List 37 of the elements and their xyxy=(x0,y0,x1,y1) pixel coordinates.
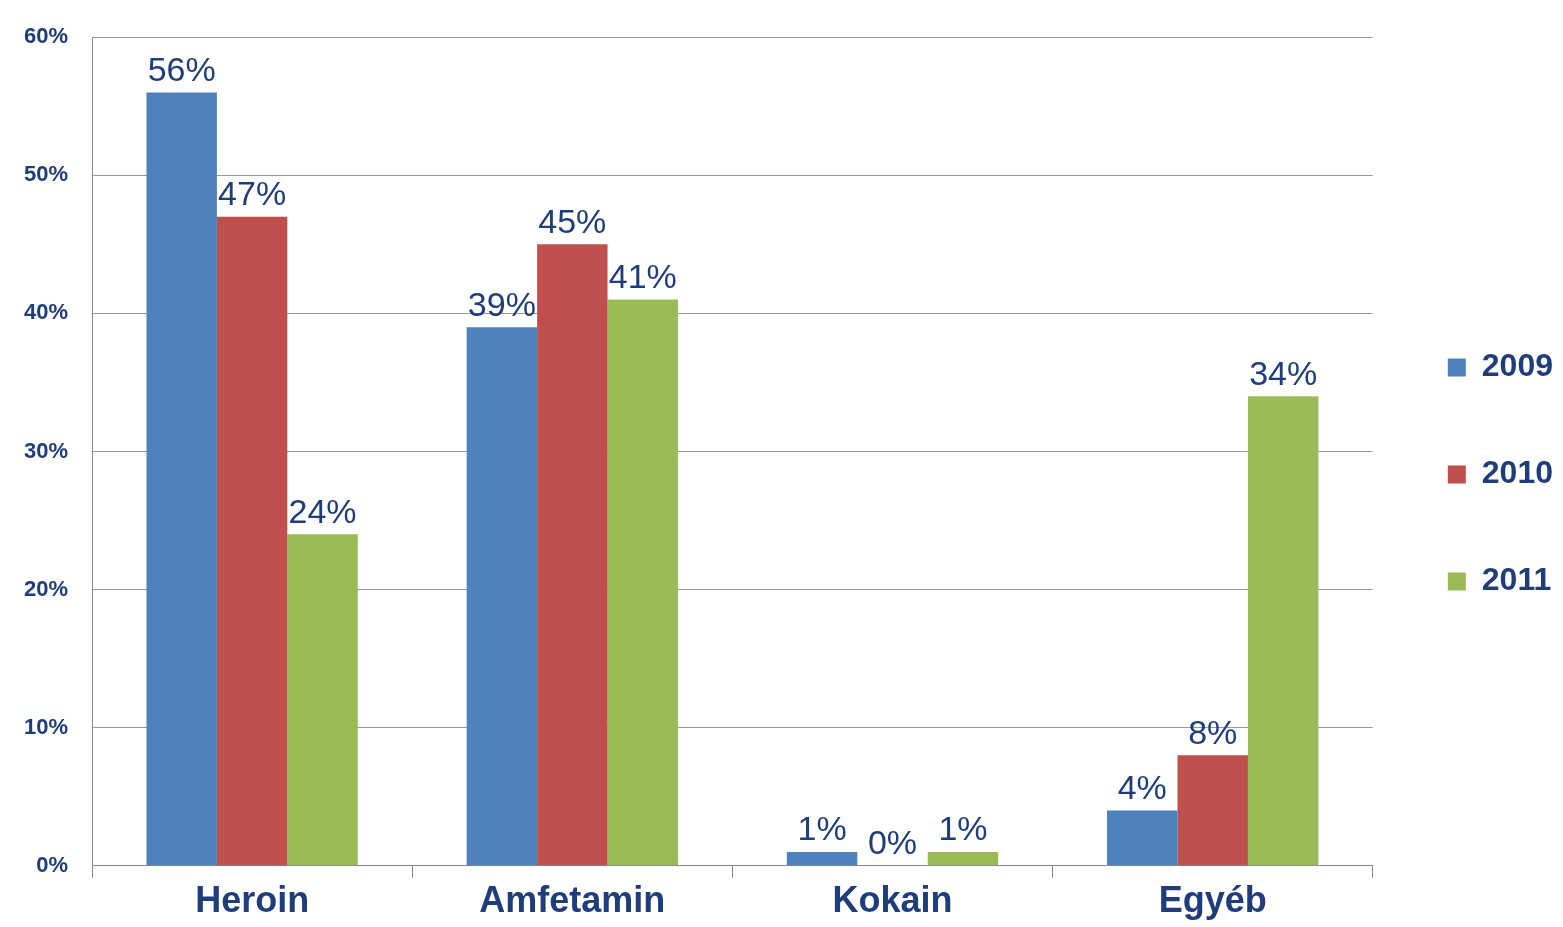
data-label: 56% xyxy=(147,49,216,88)
legend-label: 2010 xyxy=(1481,454,1553,491)
legend-label: 2011 xyxy=(1481,561,1552,598)
data-label: 4% xyxy=(1117,767,1167,806)
data-label: 1% xyxy=(797,809,847,848)
data-label: 8% xyxy=(1188,712,1238,751)
bar xyxy=(1177,755,1248,866)
bar xyxy=(146,92,217,866)
data-label: 0% xyxy=(867,823,918,862)
x-tick-label: Kokain xyxy=(832,879,953,921)
legend-label: 2009 xyxy=(1481,347,1553,384)
y-tick-label: 50% xyxy=(23,161,69,187)
bar xyxy=(786,851,858,866)
y-tick-label: 0% xyxy=(36,851,69,877)
data-label: 45% xyxy=(538,201,607,240)
bar xyxy=(1247,396,1319,866)
data-label: 1% xyxy=(938,809,988,848)
bar xyxy=(216,216,288,866)
y-tick-label: 60% xyxy=(23,23,69,49)
x-tick-label: Egyéb xyxy=(1158,879,1267,921)
bar xyxy=(466,327,538,866)
bar xyxy=(1107,810,1178,866)
data-label: 41% xyxy=(608,256,677,295)
x-tick-label: Heroin xyxy=(195,879,310,921)
y-tick-label: 20% xyxy=(23,575,69,601)
data-label: 39% xyxy=(467,284,536,323)
y-tick-label: 30% xyxy=(23,437,69,463)
bar xyxy=(927,851,999,866)
bar xyxy=(287,534,358,866)
x-tick-label: Amfetamin xyxy=(479,879,666,921)
data-label: 24% xyxy=(288,491,357,530)
data-label: 34% xyxy=(1249,353,1318,392)
y-tick-label: 10% xyxy=(23,713,69,739)
bar xyxy=(607,299,678,866)
data-label: 47% xyxy=(218,174,287,213)
y-tick-label: 40% xyxy=(23,299,69,325)
bar xyxy=(537,244,608,866)
